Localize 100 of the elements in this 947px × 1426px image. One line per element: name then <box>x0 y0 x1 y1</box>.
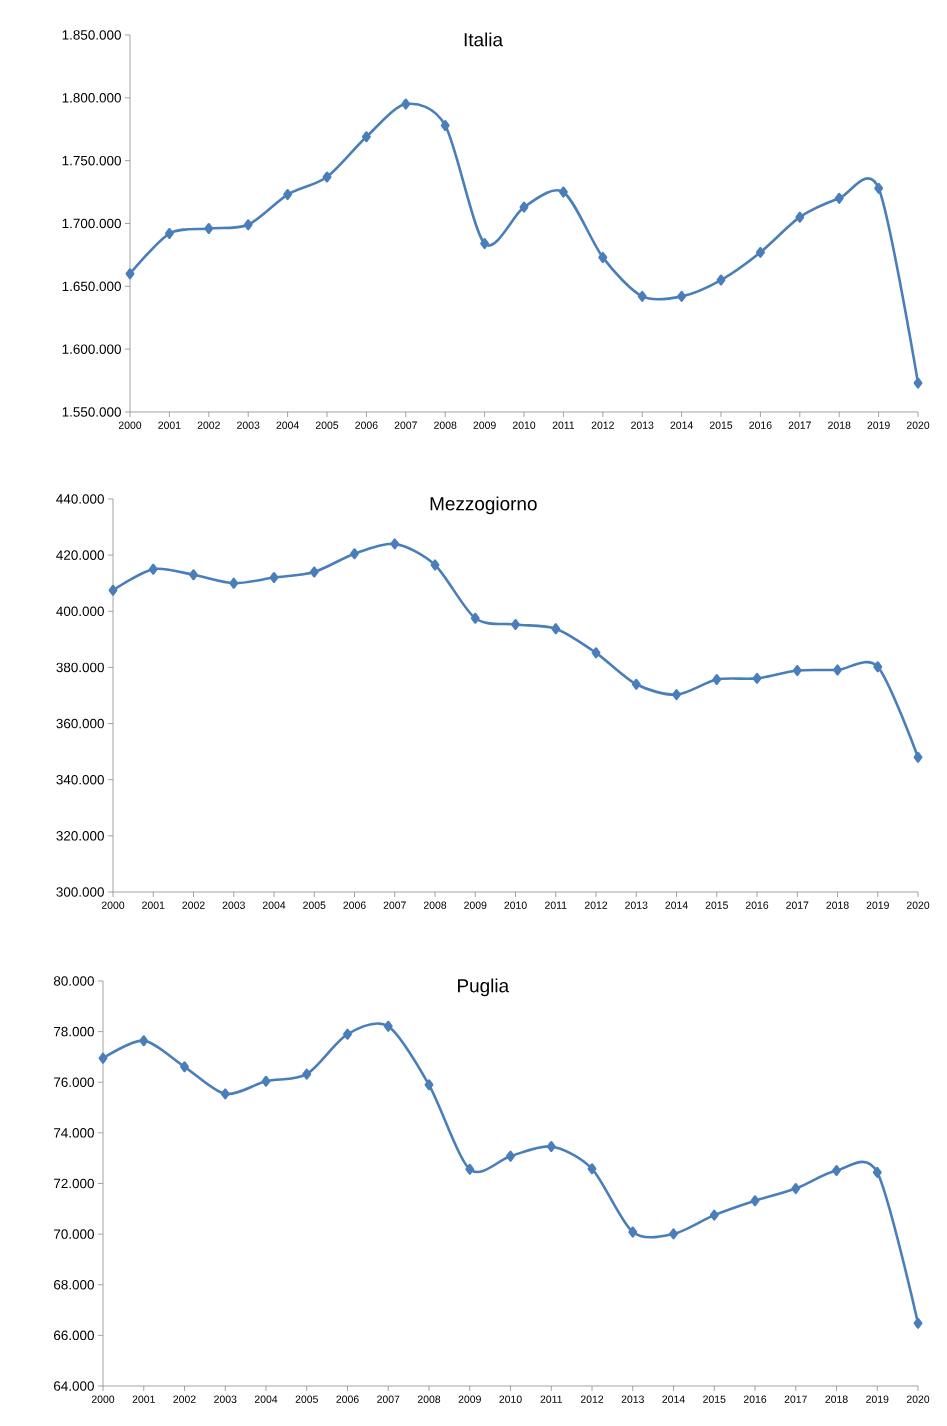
x-tick-label: 2014 <box>670 421 693 429</box>
x-tick-label: 2020 <box>906 901 930 909</box>
point <box>558 186 568 198</box>
x-tick-label: 2007 <box>383 901 406 909</box>
point <box>750 1195 760 1207</box>
point <box>430 559 440 571</box>
point <box>261 1075 271 1087</box>
y-tick-label: 1.650.000 <box>62 281 121 292</box>
x-tick-label: 2000 <box>91 1395 115 1403</box>
y-tick-label: 1.800.000 <box>62 93 121 103</box>
point <box>350 548 359 560</box>
x-tick-label: 2015 <box>705 901 728 909</box>
x-tick-label: 2001 <box>158 421 181 429</box>
x-tick-label: 2004 <box>254 1395 278 1403</box>
point <box>470 612 480 624</box>
y-tick-label: 440.000 <box>56 494 104 504</box>
chart-title: Puglia <box>458 978 510 997</box>
point <box>164 228 174 240</box>
y-tick-label: 66.000 <box>54 1330 94 1341</box>
y-tick-label: 1.600.000 <box>62 344 121 354</box>
point <box>752 672 762 684</box>
x-tick-label: 2013 <box>631 421 654 429</box>
x-tick-label: 2011 <box>552 421 575 429</box>
y-tick-label: 76.000 <box>54 1077 94 1087</box>
point <box>243 219 253 231</box>
x-tick-label: 2014 <box>665 901 688 909</box>
point <box>383 1020 393 1032</box>
point <box>755 246 765 258</box>
x-tick-label: 2012 <box>584 901 608 909</box>
point <box>480 238 490 250</box>
x-tick-label: 2019 <box>866 1395 889 1403</box>
y-tick-label: 400.000 <box>56 606 104 617</box>
x-tick-label: 2002 <box>197 421 220 429</box>
point <box>913 377 923 389</box>
point <box>322 171 332 183</box>
y-tick-label: 80.000 <box>53 976 94 986</box>
point <box>189 569 198 581</box>
x-tick-label: 2007 <box>377 1395 400 1403</box>
x-tick-label: 2008 <box>417 1395 441 1403</box>
x-tick-label: 2008 <box>423 901 447 909</box>
point <box>792 665 802 676</box>
x-tick-label: 2006 <box>343 901 366 909</box>
x-tick-label: 2013 <box>625 901 648 909</box>
x-tick-label: 2018 <box>825 1395 848 1403</box>
point <box>551 623 561 635</box>
point <box>390 538 400 550</box>
x-tick-label: 2001 <box>132 1395 155 1403</box>
x-tick-label: 2005 <box>295 1395 318 1403</box>
y-tick-label: 360.000 <box>56 718 104 729</box>
point <box>283 189 293 201</box>
point <box>204 223 214 234</box>
point <box>511 618 520 630</box>
chart-title: Mezzogiorno <box>430 496 537 515</box>
point <box>795 211 805 223</box>
y-tick-label: 320.000 <box>56 831 104 841</box>
y-tick-label: 340.000 <box>56 774 104 785</box>
x-tick-label: 2005 <box>303 901 326 909</box>
point <box>401 98 411 110</box>
y-tick-label: 1.550.000 <box>62 407 121 417</box>
x-tick-label: 2011 <box>545 901 567 909</box>
point <box>302 1068 312 1080</box>
point <box>519 201 529 213</box>
x-tick-label: 2007 <box>394 421 417 429</box>
x-tick-label: 2012 <box>591 421 614 429</box>
y-tick-label: 72.000 <box>54 1178 94 1189</box>
x-tick-label: 2010 <box>504 901 527 909</box>
point <box>872 1166 882 1178</box>
point <box>628 1226 638 1238</box>
point <box>631 678 641 690</box>
x-tick-label: 2002 <box>182 901 205 909</box>
x-tick-label: 2012 <box>580 1395 604 1403</box>
point <box>98 1052 108 1064</box>
point <box>220 1088 230 1100</box>
x-tick-label: 2017 <box>786 901 809 909</box>
x-tick-label: 2009 <box>473 421 496 429</box>
point <box>309 566 319 578</box>
point <box>229 577 239 589</box>
point <box>709 1209 719 1221</box>
point <box>873 661 883 673</box>
x-tick-label: 2003 <box>222 901 245 909</box>
point <box>913 751 923 763</box>
y-tick-label: 380.000 <box>56 662 104 673</box>
x-tick-label: 2006 <box>336 1395 359 1403</box>
x-tick-label: 2016 <box>745 901 769 909</box>
x-tick-label: 2019 <box>866 901 889 909</box>
point <box>587 1163 597 1175</box>
x-tick-label: 2009 <box>458 1395 481 1403</box>
y-tick-label: 1.700.000 <box>62 218 121 229</box>
x-tick-label: 2020 <box>906 1395 930 1403</box>
x-tick-label: 2016 <box>749 421 772 429</box>
x-tick-label: 2015 <box>703 1395 726 1403</box>
x-tick-label: 2008 <box>434 421 457 429</box>
point <box>506 1150 515 1162</box>
x-tick-label: 2013 <box>621 1395 644 1403</box>
point <box>672 689 681 701</box>
x-tick-label: 2015 <box>709 421 733 429</box>
point <box>833 664 842 676</box>
x-tick-label: 2001 <box>142 901 165 909</box>
point <box>546 1141 556 1153</box>
y-tick-label: 300.000 <box>56 887 104 897</box>
